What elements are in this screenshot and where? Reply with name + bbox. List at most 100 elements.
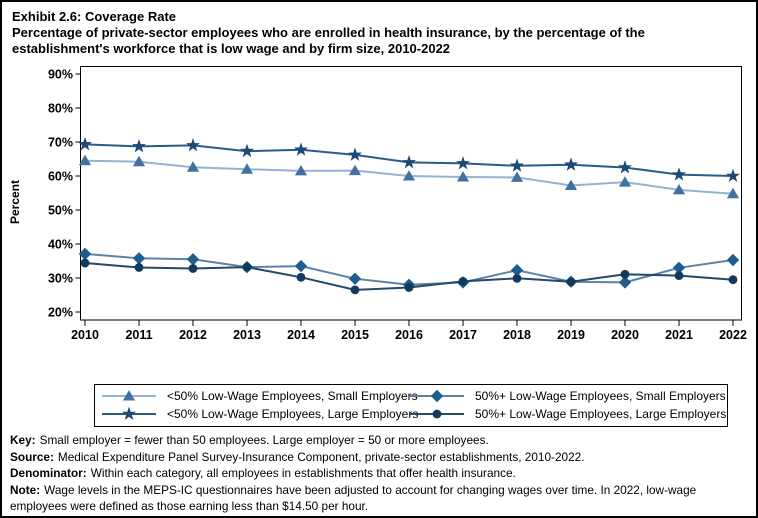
legend-item-large-lt50: <50% Low-Wage Employees, Large Employers xyxy=(101,405,418,423)
star-marker xyxy=(132,139,146,153)
y-tick-label: 90% xyxy=(48,68,73,82)
star-marker xyxy=(294,142,308,156)
x-tick-label: 2015 xyxy=(341,328,369,342)
x-tick-label: 2022 xyxy=(719,328,747,342)
triangle-marker xyxy=(456,171,470,182)
circle-marker xyxy=(350,285,360,295)
diamond-marker xyxy=(402,278,416,291)
circle-marker xyxy=(566,277,576,287)
diamond-marker xyxy=(348,272,362,285)
triangle-marker xyxy=(402,170,416,181)
legend-label: <50% Low-Wage Employees, Small Employers xyxy=(167,389,418,403)
series-line xyxy=(84,159,734,195)
circle-marker xyxy=(134,263,144,272)
series-star xyxy=(78,137,740,182)
triangle-marker xyxy=(294,165,308,176)
triangle-marker xyxy=(186,161,200,172)
footnotes: Key: Small employer = fewer than 50 emplo… xyxy=(10,432,754,515)
footnote-note: Note: Wage levels in the MEPS-IC question… xyxy=(10,482,697,514)
series-circle xyxy=(80,258,738,295)
series-triangle xyxy=(78,154,740,199)
x-tick-label: 2019 xyxy=(557,328,585,342)
x-tick-label: 2017 xyxy=(449,328,477,342)
triangle-marker xyxy=(132,155,146,167)
star-marker xyxy=(240,143,254,158)
diamond-marker xyxy=(618,276,632,289)
y-tick-label: 20% xyxy=(48,306,73,320)
legend-item-large-50plus: 50%+ Low-Wage Employees, Large Employers xyxy=(409,405,726,423)
triangle-marker xyxy=(122,390,136,401)
series-line xyxy=(84,143,734,177)
star-marker xyxy=(618,160,632,174)
star-marker xyxy=(402,155,416,169)
triangle-marker xyxy=(348,164,362,176)
diamond-marker xyxy=(78,247,92,261)
y-axis: 20% 30% 40% 50% 60% 70% 80% 90% Percent xyxy=(8,68,81,320)
triangle-marker xyxy=(510,171,524,182)
x-tick-label: 2010 xyxy=(71,328,99,342)
circle-marker xyxy=(674,271,684,281)
diamond-marker xyxy=(240,260,254,274)
series-diamond xyxy=(78,247,740,291)
y-tick-label: 60% xyxy=(48,170,73,184)
footnote-source: Source: Medical Expenditure Panel Survey-… xyxy=(10,449,585,464)
y-tick-label: 50% xyxy=(48,204,73,218)
series-line xyxy=(84,262,734,291)
circle-marker xyxy=(404,283,414,292)
diamond-marker xyxy=(456,276,470,289)
star-marker xyxy=(348,147,362,161)
diamond-marker xyxy=(672,261,686,274)
x-tick-label: 2020 xyxy=(611,328,639,342)
x-tick-label: 2012 xyxy=(179,328,207,342)
triangle-marker xyxy=(78,154,92,166)
chart-legend: <50% Low-Wage Employees, Small Employers… xyxy=(94,384,728,427)
diamond-marker xyxy=(510,264,524,277)
y-tick-label: 40% xyxy=(48,238,73,252)
chart-subtitle: Percentage of private-sector employees w… xyxy=(12,25,645,56)
star-marker xyxy=(186,138,200,152)
star-marker xyxy=(78,137,92,151)
circle-marker xyxy=(728,275,738,285)
y-tick-label: 30% xyxy=(48,272,73,286)
y-axis-title: Percent xyxy=(8,180,22,224)
x-tick-label: 2018 xyxy=(503,328,531,342)
triangle-marker xyxy=(726,187,740,199)
legend-marker-diamond-icon xyxy=(410,389,464,403)
plot-frame xyxy=(80,66,742,321)
diamond-marker xyxy=(186,253,200,266)
x-tick-label: 2021 xyxy=(665,328,693,342)
circle-marker xyxy=(80,258,90,268)
x-tick-label: 2013 xyxy=(233,328,261,342)
legend-item-small-lt50: <50% Low-Wage Employees, Small Employers xyxy=(101,387,418,405)
diamond-marker xyxy=(430,389,444,403)
legend-marker-circle-icon xyxy=(410,409,464,419)
star-marker xyxy=(122,406,136,420)
star-marker xyxy=(510,158,524,172)
legend-marker-triangle-icon xyxy=(102,390,156,401)
x-tick-label: 2016 xyxy=(395,328,423,342)
legend-label: 50%+ Low-Wage Employees, Large Employers xyxy=(475,407,727,421)
diamond-marker xyxy=(726,253,740,267)
y-tick-label: 80% xyxy=(48,102,73,116)
diamond-marker xyxy=(294,259,308,273)
diamond-marker xyxy=(564,275,578,288)
chart-title-block: Exhibit 2.6: Coverage Rate Percentage of… xyxy=(12,9,708,57)
x-axis: 2010 2011 2012 2013 2014 2015 2016 2017 2018 2019… xyxy=(71,320,747,342)
footnote-denominator: Denominator: Within each category, all em… xyxy=(10,466,516,480)
circle-marker xyxy=(296,272,306,282)
circle-marker xyxy=(620,269,630,279)
legend-marker-star-icon xyxy=(102,406,156,420)
series-line xyxy=(84,252,734,286)
triangle-marker xyxy=(672,184,686,195)
star-marker xyxy=(672,167,686,181)
exhibit-title: Exhibit 2.6: Coverage Rate xyxy=(12,9,176,24)
star-marker xyxy=(456,156,470,170)
circle-marker xyxy=(432,409,442,419)
legend-label: 50%+ Low-Wage Employees, Small Employers xyxy=(475,389,726,403)
circle-marker xyxy=(458,277,468,286)
circle-marker xyxy=(188,264,198,273)
y-tick-label: 70% xyxy=(48,136,73,150)
diamond-marker xyxy=(132,252,146,265)
